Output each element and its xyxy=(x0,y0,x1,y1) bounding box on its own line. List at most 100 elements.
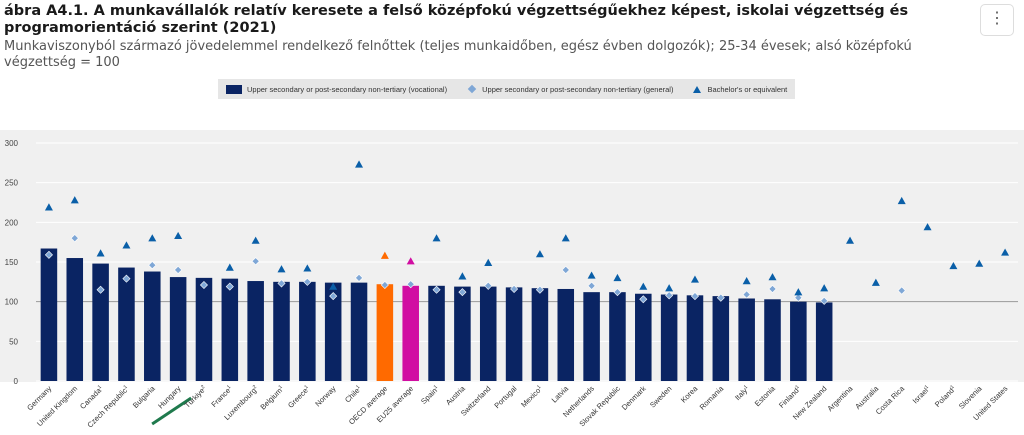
y-tick-label: 300 xyxy=(5,139,19,148)
triangle-marker-19 xyxy=(535,250,544,258)
triangle-marker-0 xyxy=(44,203,53,211)
x-tick-label: Estonia xyxy=(753,383,778,408)
triangle-marker-3 xyxy=(122,241,131,249)
bar-26 xyxy=(712,296,730,381)
y-tick-label: 100 xyxy=(5,298,19,307)
triangle-marker-31 xyxy=(846,236,855,244)
bar-7 xyxy=(221,278,239,381)
triangle-marker-20 xyxy=(561,234,570,242)
footnote-marker: 1 xyxy=(303,384,309,390)
diamond-marker-22 xyxy=(613,288,622,297)
bar-30 xyxy=(815,302,833,381)
legend-item-general[interactable]: Upper secondary or post-secondary non-te… xyxy=(467,85,673,94)
triangle-marker-14 xyxy=(406,257,415,265)
bar-25 xyxy=(686,295,704,381)
diamond-marker-16 xyxy=(458,288,467,297)
footnote-marker: 1 xyxy=(924,384,930,390)
bar-28 xyxy=(764,299,781,381)
triangle-marker-1 xyxy=(70,196,79,204)
diamond-marker-27 xyxy=(742,290,751,299)
bar-22 xyxy=(609,292,626,381)
bar-19 xyxy=(531,288,549,381)
triangle-marker-8 xyxy=(251,236,260,244)
diamond-marker-18 xyxy=(510,284,519,293)
legend-item-bachelor[interactable]: Bachelor's or equivalent xyxy=(693,85,787,94)
triangle-swatch-icon xyxy=(693,85,702,93)
x-tick-label: Denmark xyxy=(620,384,648,412)
triangle-marker-11 xyxy=(329,282,338,290)
diamond-marker-8 xyxy=(251,257,260,266)
more-vertical-icon: ⋮ xyxy=(989,10,1005,27)
diamond-marker-10 xyxy=(303,277,312,286)
triangle-marker-2 xyxy=(96,249,105,257)
bar-6 xyxy=(195,277,213,381)
triangle-marker-5 xyxy=(174,231,183,240)
x-tick-label: Spain1 xyxy=(419,384,441,406)
bar-0 xyxy=(40,248,58,381)
legend-label: Bachelor's or equivalent xyxy=(707,84,788,94)
footnote-marker: 1 xyxy=(355,384,361,390)
bar-8 xyxy=(247,281,264,381)
chart-subtitle: Munkaviszonyból származó jövedelemmel re… xyxy=(4,39,912,70)
diamond-marker-20 xyxy=(561,265,570,274)
triangle-marker-28 xyxy=(768,273,777,281)
triangle-marker-21 xyxy=(587,271,596,279)
bar-10 xyxy=(299,281,316,381)
legend-item-vocational[interactable]: Upper secondary or post-secondary non-te… xyxy=(226,84,448,94)
triangle-marker-25 xyxy=(690,275,699,283)
bar-swatch-icon xyxy=(226,84,242,94)
bar-15 xyxy=(428,285,445,381)
diamond-marker-15 xyxy=(432,285,441,294)
bar-27 xyxy=(738,298,755,381)
triangle-marker-30 xyxy=(820,284,829,292)
footnote-marker: 1 xyxy=(278,384,284,390)
footnote-marker: 1 xyxy=(433,384,439,390)
bar-9 xyxy=(273,281,290,381)
x-tick-label: Israel1 xyxy=(911,384,932,405)
bar-18 xyxy=(505,287,523,381)
diamond-marker-12 xyxy=(355,273,364,282)
x-tick-label: Mexico1 xyxy=(519,384,544,409)
bar-14 xyxy=(402,285,419,381)
diamond-marker-7 xyxy=(225,282,234,291)
y-tick-label: 200 xyxy=(5,218,19,227)
legend-label: Upper secondary or post-secondary non-te… xyxy=(247,84,448,94)
footnote-marker: 1 xyxy=(794,384,800,390)
x-tick-label: Norway xyxy=(313,384,338,409)
triangle-marker-35 xyxy=(949,261,958,270)
triangle-marker-13 xyxy=(380,251,389,259)
triangle-marker-36 xyxy=(975,259,984,267)
diamond-marker-29 xyxy=(794,293,803,302)
bar-3 xyxy=(118,267,135,381)
chart-menu-button[interactable]: ⋮ xyxy=(980,4,1014,36)
triangle-marker-33 xyxy=(897,196,906,205)
diamond-marker-30 xyxy=(820,296,829,305)
triangle-marker-22 xyxy=(613,273,622,282)
triangle-marker-16 xyxy=(458,272,467,280)
x-tick-label: Bulgaria xyxy=(131,383,157,409)
chart-legend: Upper secondary or post-secondary non-te… xyxy=(218,79,796,99)
x-tick-label: Latvia xyxy=(550,383,571,404)
bar-16 xyxy=(454,286,471,381)
triangle-marker-27 xyxy=(742,277,751,285)
footnote-marker: 2 xyxy=(252,384,258,390)
triangle-marker-10 xyxy=(303,264,312,272)
diamond-marker-5 xyxy=(174,265,183,274)
y-tick-label: 250 xyxy=(5,179,19,188)
triangle-marker-24 xyxy=(665,284,674,292)
footnote-marker: 1 xyxy=(97,384,103,390)
x-tick-label: Korea xyxy=(679,383,700,404)
triangle-marker-37 xyxy=(1001,248,1010,256)
diamond-marker-3 xyxy=(122,274,131,283)
bar-1 xyxy=(66,258,84,381)
diamond-marker-4 xyxy=(148,261,157,270)
triangle-marker-23 xyxy=(639,282,648,290)
diamond-marker-33 xyxy=(897,286,906,295)
bar-13 xyxy=(376,284,394,381)
bar-17 xyxy=(479,286,497,381)
diamond-marker-13 xyxy=(380,280,389,290)
x-tick-label: Romania xyxy=(698,383,726,411)
footnote-marker: 1 xyxy=(123,384,129,390)
diamond-marker-26 xyxy=(716,293,725,302)
y-tick-label: 150 xyxy=(5,258,19,267)
